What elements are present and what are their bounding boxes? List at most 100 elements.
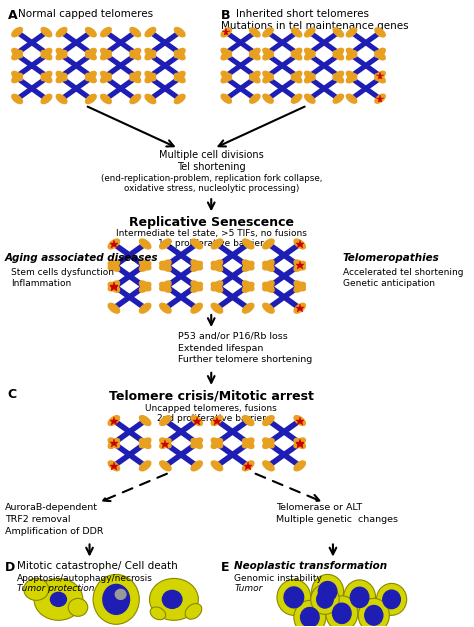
Ellipse shape [263, 48, 273, 57]
Ellipse shape [41, 71, 52, 81]
Ellipse shape [100, 51, 111, 60]
Ellipse shape [263, 282, 274, 292]
Ellipse shape [317, 591, 333, 608]
Ellipse shape [333, 28, 344, 37]
Ellipse shape [305, 28, 315, 37]
Ellipse shape [191, 239, 202, 249]
Ellipse shape [375, 71, 385, 80]
Ellipse shape [139, 282, 151, 292]
Ellipse shape [85, 48, 96, 58]
Ellipse shape [292, 94, 302, 103]
Ellipse shape [191, 260, 202, 270]
Ellipse shape [243, 439, 254, 448]
Text: 1st proliferative barrier: 1st proliferative barrier [158, 239, 264, 248]
Ellipse shape [211, 438, 223, 448]
Ellipse shape [211, 261, 223, 271]
Text: E: E [221, 561, 229, 574]
Ellipse shape [12, 71, 22, 81]
Ellipse shape [12, 95, 22, 103]
Ellipse shape [115, 589, 126, 599]
Ellipse shape [100, 95, 111, 103]
Ellipse shape [108, 303, 119, 313]
Ellipse shape [346, 51, 357, 60]
Ellipse shape [375, 48, 385, 57]
Ellipse shape [41, 51, 52, 60]
Ellipse shape [263, 439, 274, 448]
Text: Extended lifespan: Extended lifespan [178, 344, 264, 353]
Ellipse shape [145, 71, 155, 81]
Ellipse shape [24, 579, 49, 601]
Text: Aging associated diseases: Aging associated diseases [5, 253, 159, 263]
Ellipse shape [160, 439, 171, 448]
Text: Genomic instability: Genomic instability [234, 574, 322, 583]
Ellipse shape [85, 28, 96, 37]
Ellipse shape [211, 461, 223, 471]
Ellipse shape [100, 71, 111, 81]
Text: D: D [5, 561, 15, 574]
Ellipse shape [243, 303, 254, 313]
Ellipse shape [191, 281, 202, 291]
Text: Replicative Senescence: Replicative Senescence [129, 216, 294, 229]
Ellipse shape [191, 303, 202, 313]
Ellipse shape [139, 260, 151, 270]
Ellipse shape [191, 461, 202, 471]
Ellipse shape [108, 461, 119, 471]
Ellipse shape [294, 461, 305, 471]
Text: oxidative stress, nucleolytic processing): oxidative stress, nucleolytic processing… [124, 184, 299, 193]
Text: Mitotic catastrophe/ Cell death: Mitotic catastrophe/ Cell death [17, 561, 177, 571]
Ellipse shape [319, 582, 337, 601]
Ellipse shape [305, 94, 315, 103]
Ellipse shape [108, 416, 119, 426]
Ellipse shape [375, 51, 385, 60]
Ellipse shape [191, 261, 202, 271]
Ellipse shape [292, 51, 302, 60]
Ellipse shape [243, 438, 254, 448]
Ellipse shape [294, 281, 305, 291]
Text: P53 and/or P16/Rb loss: P53 and/or P16/Rb loss [178, 332, 288, 341]
Ellipse shape [263, 94, 273, 103]
Ellipse shape [311, 584, 339, 614]
Ellipse shape [221, 74, 231, 83]
Ellipse shape [263, 461, 274, 471]
Text: Tumor: Tumor [234, 584, 263, 593]
Ellipse shape [108, 261, 119, 271]
Ellipse shape [191, 438, 202, 448]
Ellipse shape [56, 51, 67, 60]
Ellipse shape [12, 28, 22, 37]
Text: A: A [8, 9, 18, 22]
Ellipse shape [263, 438, 274, 448]
Text: Neoplastic transformation: Neoplastic transformation [234, 561, 387, 571]
Ellipse shape [263, 261, 274, 271]
Text: TRF2 removal: TRF2 removal [5, 515, 71, 524]
Ellipse shape [139, 438, 151, 448]
Ellipse shape [56, 28, 67, 37]
Ellipse shape [365, 606, 383, 625]
Ellipse shape [346, 74, 357, 83]
Ellipse shape [263, 416, 274, 426]
Ellipse shape [160, 438, 171, 448]
Ellipse shape [294, 239, 305, 249]
Text: Inherited short telomeres: Inherited short telomeres [236, 9, 369, 19]
Text: Intermediate tel state, >5 TIFs, no fusions: Intermediate tel state, >5 TIFs, no fusi… [116, 229, 307, 238]
Ellipse shape [149, 579, 198, 620]
Ellipse shape [263, 260, 274, 270]
Ellipse shape [12, 48, 22, 58]
Ellipse shape [139, 303, 151, 313]
Ellipse shape [346, 71, 357, 80]
Ellipse shape [333, 48, 344, 57]
Ellipse shape [292, 74, 302, 83]
Ellipse shape [284, 587, 304, 608]
Ellipse shape [145, 48, 155, 58]
Ellipse shape [108, 438, 119, 448]
Text: Apoptosis/autophagy/necrosis: Apoptosis/autophagy/necrosis [17, 574, 153, 583]
Ellipse shape [145, 51, 155, 60]
Ellipse shape [85, 51, 96, 60]
Text: Normal capped telomeres: Normal capped telomeres [18, 9, 154, 19]
Ellipse shape [160, 281, 171, 291]
Ellipse shape [108, 439, 119, 448]
Ellipse shape [221, 71, 231, 80]
Text: AuroraB-dependent: AuroraB-dependent [5, 503, 98, 512]
Ellipse shape [383, 590, 401, 609]
Text: Telomerase or ALT: Telomerase or ALT [276, 503, 362, 512]
Ellipse shape [41, 73, 52, 83]
